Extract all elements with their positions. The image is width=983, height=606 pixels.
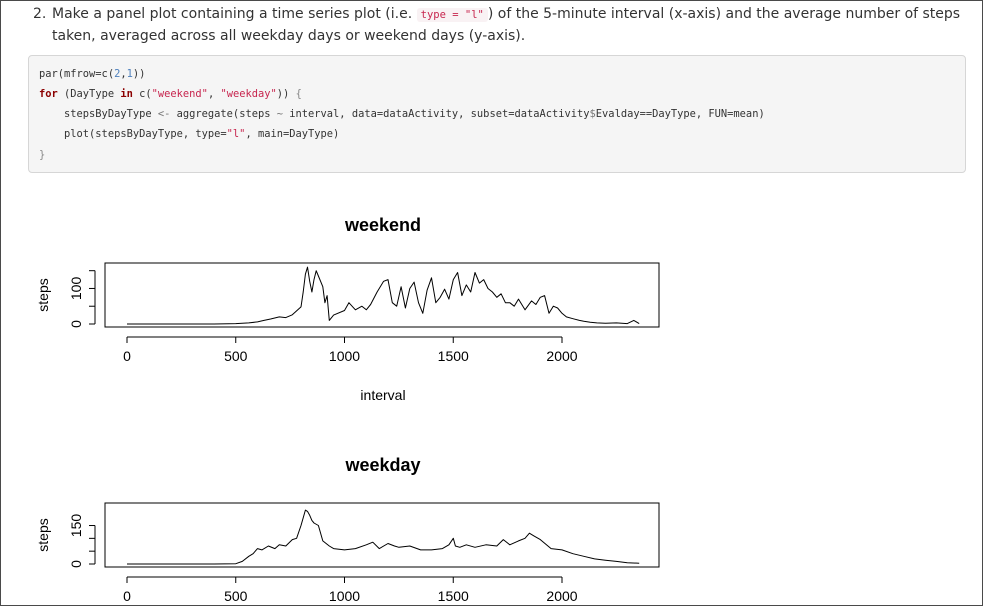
y-tick-label: 150: [68, 514, 84, 538]
chart-weekend: weekend 0 500 1000 1500 2000 interval 0 100 steps: [35, 215, 660, 403]
code-block[interactable]: par(mfrow=c(2,1)) for (DayType in c("week…: [28, 55, 966, 173]
x-tick-label: 2000: [546, 588, 577, 604]
x-tick-label: 1000: [329, 348, 360, 364]
chart-title: weekday: [344, 455, 420, 475]
code-token: stepsByDayType: [39, 108, 158, 120]
code-token: par(mfrow=c(: [39, 68, 115, 80]
plot-frame: [104, 262, 660, 328]
code-token: aggregate(steps: [170, 108, 277, 120]
code-token: plot(stepsByDayType, type=: [39, 128, 227, 140]
code-token: <-: [157, 108, 171, 120]
code-token: "weekday": [220, 88, 277, 100]
x-tick-label: 500: [224, 348, 248, 364]
code-token: c(: [132, 88, 152, 100]
code-token: Evalday==DayType, FUN=mean): [595, 108, 765, 120]
code-line: plot(stepsByDayType, type="l", main=DayT…: [39, 128, 339, 140]
code-token: in: [120, 88, 133, 100]
code-token: )): [132, 68, 146, 80]
x-tick-label: 1500: [438, 588, 469, 604]
x-tick-label: 1500: [438, 348, 469, 364]
code-token: , main=DayType): [245, 128, 340, 140]
code-token: 1: [126, 68, 133, 80]
code-line: stepsByDayType <- aggregate(steps ~ inte…: [39, 108, 765, 120]
code-token: ~: [276, 108, 283, 120]
code-token: )): [276, 88, 296, 100]
code-line: par(mfrow=c(2,1)): [39, 68, 145, 80]
y-tick-label: 100: [68, 277, 84, 301]
code-line: for (DayType in c("weekend", "weekday"))…: [39, 88, 302, 100]
x-tick-label: 0: [123, 348, 131, 364]
instruction-number: 2.: [33, 6, 47, 22]
code-token: "weekend": [151, 88, 208, 100]
x-axis-label: interval: [360, 387, 405, 403]
code-token: 2: [114, 68, 121, 80]
code-token: interval, data=dataActivity, subset=data…: [283, 108, 590, 120]
x-tick-label: 500: [224, 588, 248, 604]
instruction-text-after: ) of the 5-minute interval (x-axis) and …: [52, 6, 961, 44]
code-token: {: [295, 88, 302, 100]
y-axis-label: steps: [35, 278, 51, 311]
code-token: (DayType: [57, 88, 121, 100]
code-line: }: [39, 149, 45, 161]
inline-code: type = "l": [416, 8, 488, 22]
x-tick-label: 2000: [546, 348, 577, 364]
code-token: $: [589, 108, 596, 120]
y-tick-label: 0: [68, 560, 84, 568]
instruction-text-before: Make a panel plot containing a time seri…: [52, 6, 417, 22]
code-token: "l": [226, 128, 246, 140]
code-token: ,: [207, 88, 221, 100]
code-token: for: [39, 88, 58, 100]
code-token: }: [39, 149, 46, 161]
y-axis-label: steps: [35, 518, 51, 551]
series-line: [127, 266, 640, 325]
code-token: ,: [120, 68, 127, 80]
chart-weekday: weekday 0 500 1000 1500 2000 0 150 steps: [35, 455, 660, 604]
plot-frame: [104, 502, 660, 568]
chart-title: weekend: [344, 215, 421, 235]
y-tick-label: 0: [68, 320, 84, 328]
x-tick-label: 1000: [329, 588, 360, 604]
series-line: [127, 509, 640, 565]
x-tick-label: 0: [123, 588, 131, 604]
instruction-paragraph: 2. Make a panel plot containing a time s…: [33, 4, 968, 47]
